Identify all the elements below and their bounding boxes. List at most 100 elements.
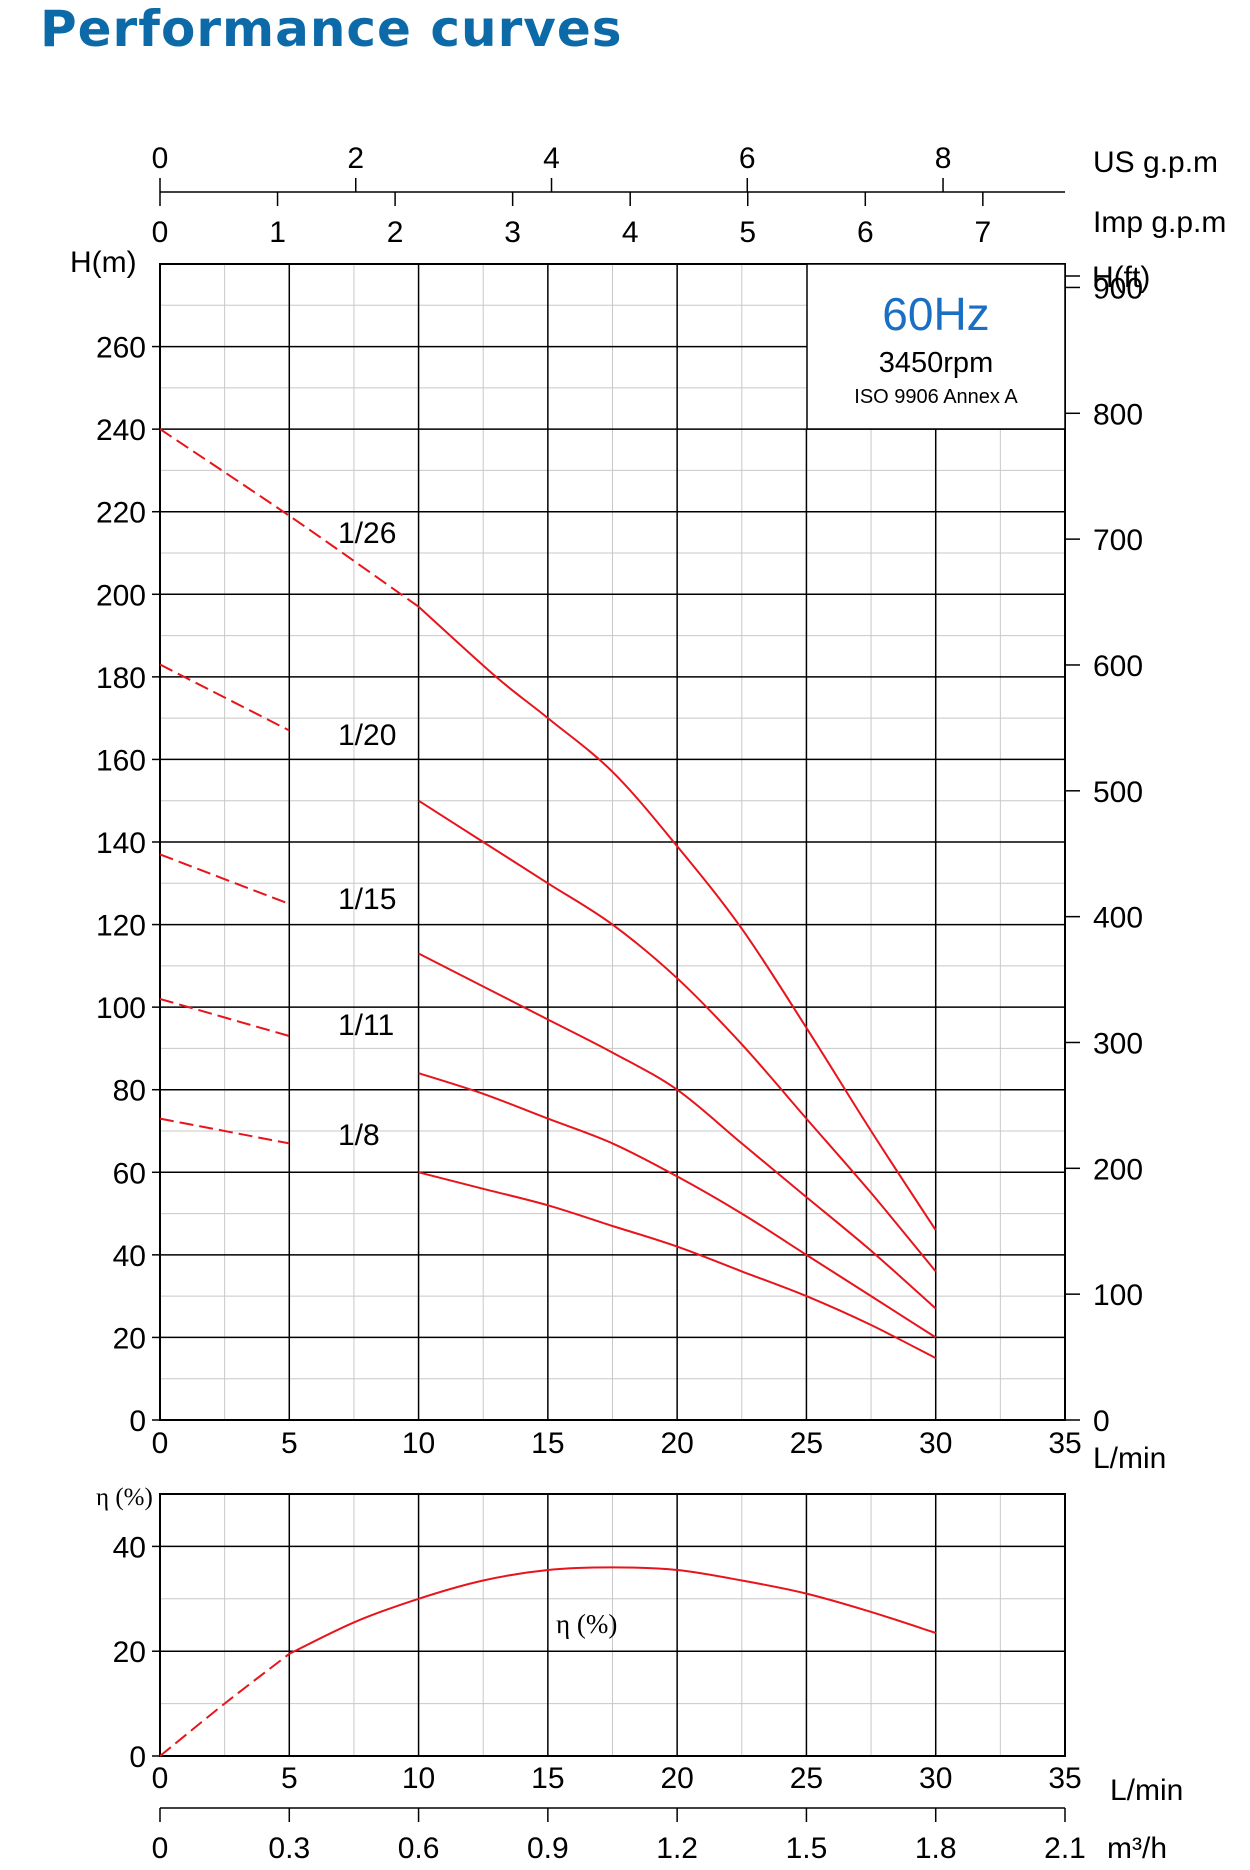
m3h-tick-label: 1.5 (786, 1832, 828, 1865)
m3h-tick-label: 2.1 (1044, 1832, 1086, 1865)
imp-gpm-tick-label: 4 (622, 216, 639, 249)
frequency-label: 60Hz (882, 288, 989, 340)
h-ft-axis-label: H(ft) (1092, 261, 1150, 294)
efficiency-curve-line-solid (288, 1566, 937, 1655)
h-m-tick-label: 200 (96, 579, 146, 612)
head-curve-1-20-dashed (159, 663, 290, 732)
h-ft-tick-label: 0 (1093, 1405, 1110, 1438)
h-m-tick-label: 240 (96, 414, 146, 447)
h-ft-tick-label: 300 (1093, 1027, 1143, 1060)
us-gpm-tick-label: 2 (347, 142, 364, 175)
head-curve-1-11-solid (418, 1072, 937, 1339)
h-m-axis-label: H(m) (70, 246, 137, 279)
head-curve-1-26-solid (417, 605, 937, 1231)
curve-label-1-15: 1/15 (338, 883, 396, 916)
curve-label-1-26: 1/26 (338, 517, 396, 550)
head-curve-1-8-solid (418, 1171, 937, 1359)
head-curve-1-15-dashed (159, 853, 290, 905)
imp-gpm-tick-label: 0 (152, 216, 169, 249)
head-curve-1-15-solid (418, 952, 937, 1310)
h-m-tick-label: 140 (96, 827, 146, 860)
imp-gpm-tick-label: 1 (269, 216, 286, 249)
flow-bottom-tick-label: 20 (660, 1762, 693, 1795)
flow-bottom-tick-label: 0 (152, 1762, 169, 1795)
eta-axis-label: η (%) (96, 1484, 153, 1511)
h-m-tick-label: 180 (96, 662, 146, 695)
eta-tick-label: 20 (113, 1636, 146, 1669)
h-m-tick-label: 80 (113, 1075, 146, 1108)
curve-label-eta: η (%) (556, 1609, 617, 1639)
flow-tick-label: 35 (1048, 1427, 1081, 1460)
imp-gpm-tick-label: 2 (387, 216, 404, 249)
h-ft-tick-label: 600 (1093, 650, 1143, 683)
eta-tick-label: 40 (113, 1531, 146, 1564)
h-m-tick-label: 40 (113, 1240, 146, 1273)
h-ft-tick-label: 700 (1093, 524, 1143, 557)
page-title: Performance curves (40, 0, 623, 58)
grid-minor (160, 264, 1065, 1756)
h-m-tick-label: 20 (113, 1322, 146, 1355)
imp-gpm-axis-label: Imp g.p.m (1093, 206, 1226, 239)
speed-label: 3450rpm (879, 347, 993, 379)
eta-tick-label: 0 (129, 1741, 146, 1774)
m3h-tick-label: 0.3 (268, 1832, 310, 1865)
m3h-tick-label: 0.9 (527, 1832, 569, 1865)
m3h-tick-label: 0.6 (398, 1832, 440, 1865)
h-ft-tick-label: 400 (1093, 902, 1143, 935)
flow-bottom-tick-label: 30 (919, 1762, 952, 1795)
imp-gpm-tick-label: 5 (739, 216, 756, 249)
head-curve-1-8-dashed (159, 1117, 290, 1145)
m3h-axis-label: m³/h (1107, 1832, 1167, 1865)
m3h-tick-label: 0 (152, 1832, 169, 1865)
efficiency-curve-line-dashed (159, 1653, 290, 1757)
flow-tick-label: 20 (660, 1427, 693, 1460)
flow-bottom-tick-label: 35 (1048, 1762, 1081, 1795)
h-m-tick-label: 120 (96, 910, 146, 943)
h-m-tick-label: 260 (96, 332, 146, 365)
h-ft-tick-label: 500 (1093, 776, 1143, 809)
flow-bottom-tick-label: 15 (531, 1762, 564, 1795)
us-gpm-tick-label: 4 (543, 142, 560, 175)
flow-tick-label: 15 (531, 1427, 564, 1460)
flow-tick-label: 30 (919, 1427, 952, 1460)
h-ft-tick-label: 800 (1093, 398, 1143, 431)
flow-tick-label: 0 (152, 1427, 169, 1460)
flow-axis-label-bottom: L/min (1110, 1774, 1183, 1807)
h-ft-tick-label: 900 (1093, 272, 1143, 305)
us-gpm-tick-label: 6 (739, 142, 756, 175)
h-m-tick-label: 160 (96, 744, 146, 777)
flow-tick-label: 25 (790, 1427, 823, 1460)
flow-bottom-tick-label: 5 (281, 1762, 298, 1795)
m3h-tick-label: 1.8 (915, 1832, 957, 1865)
imp-gpm-tick-label: 3 (504, 216, 521, 249)
curve-label-1-20: 1/20 (338, 719, 396, 752)
head-curve-1-11-dashed (159, 997, 290, 1037)
us-gpm-tick-label: 0 (152, 142, 169, 175)
h-m-tick-label: 100 (96, 992, 146, 1025)
flow-axis-label-top: L/min (1093, 1442, 1166, 1475)
head-curve-1-20-solid (418, 799, 937, 1273)
standard-label: ISO 9906 Annex A (854, 386, 1018, 408)
h-ft-tick-label: 200 (1093, 1153, 1143, 1186)
flow-tick-label: 10 (402, 1427, 435, 1460)
curve-label-1-8: 1/8 (338, 1119, 380, 1152)
legend-box (806, 263, 1066, 430)
us-gpm-tick-label: 8 (935, 142, 952, 175)
h-m-tick-label: 220 (96, 497, 146, 530)
us-gpm-axis-label: US g.p.m (1093, 146, 1218, 179)
curve-label-1-11: 1/11 (338, 1009, 394, 1042)
m3h-tick-label: 1.2 (656, 1832, 698, 1865)
flow-bottom-tick-label: 10 (402, 1762, 435, 1795)
head-curves (159, 428, 937, 1359)
h-ft-tick-label: 100 (1093, 1279, 1143, 1312)
imp-gpm-tick-label: 6 (857, 216, 874, 249)
imp-gpm-tick-label: 7 (974, 216, 991, 249)
h-m-tick-label: 60 (113, 1157, 146, 1190)
flow-tick-label: 5 (281, 1427, 298, 1460)
h-m-tick-label: 0 (129, 1405, 146, 1438)
efficiency-curve (159, 1566, 937, 1757)
flow-bottom-tick-label: 25 (790, 1762, 823, 1795)
efficiency-plot-frame (159, 1493, 1066, 1757)
axes: 0 2 4 6 80 1 2 3 4 5 6 7020406080100120140160180200… (96, 142, 1143, 1865)
